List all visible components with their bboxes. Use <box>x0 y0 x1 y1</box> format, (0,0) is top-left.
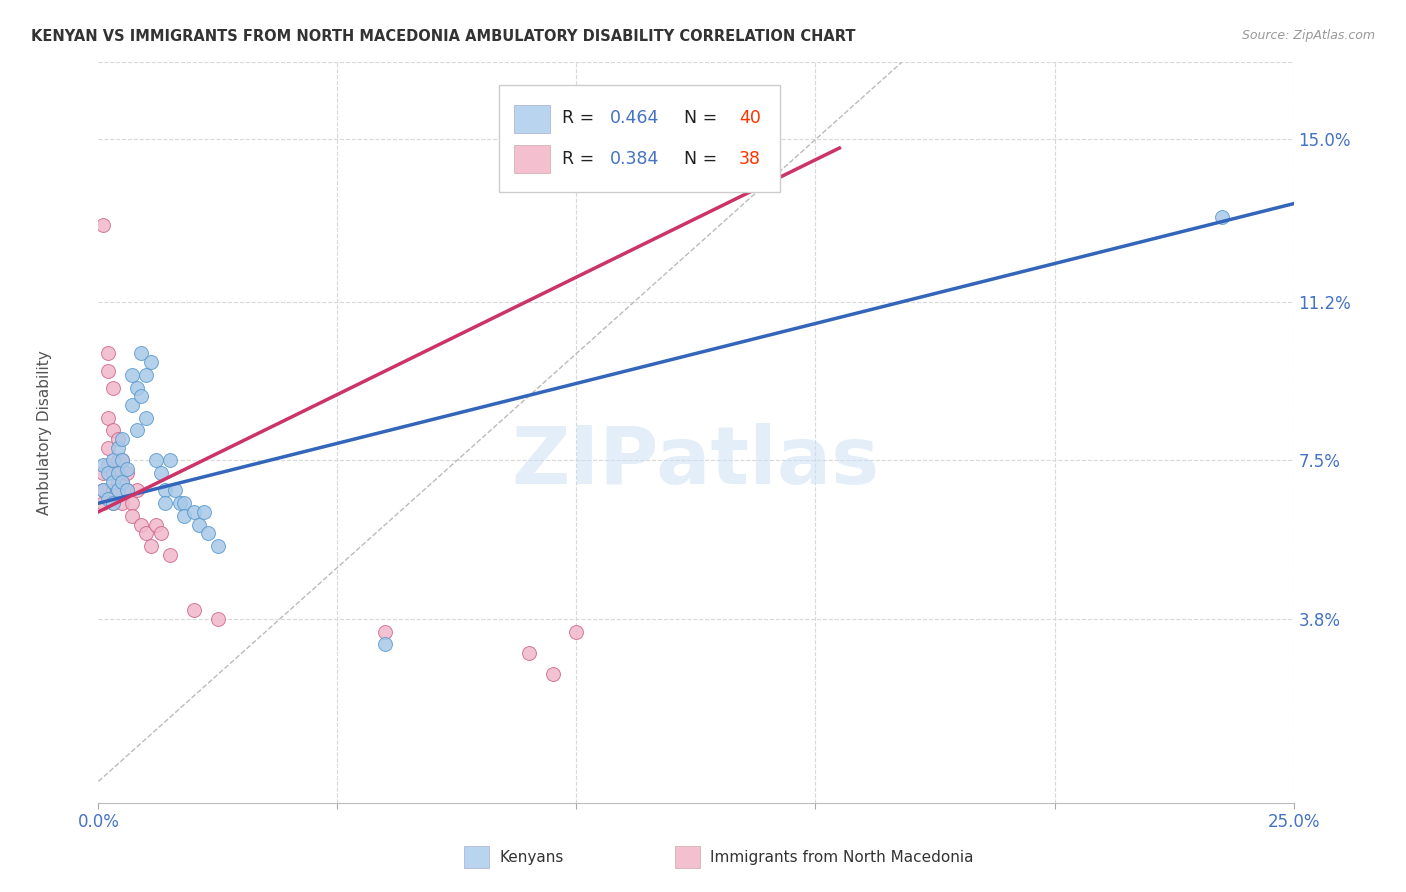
Point <box>111 453 134 467</box>
Point <box>101 496 124 510</box>
Point <box>107 441 129 455</box>
Text: KENYAN VS IMMIGRANTS FROM NORTH MACEDONIA AMBULATORY DISABILITY CORRELATION CHAR: KENYAN VS IMMIGRANTS FROM NORTH MACEDONI… <box>31 29 855 44</box>
Point <box>173 509 195 524</box>
Point <box>101 453 124 467</box>
Point <box>155 496 177 510</box>
Point <box>91 483 114 498</box>
Point <box>97 467 120 481</box>
Point <box>135 526 157 541</box>
Point <box>111 432 134 446</box>
Point <box>1211 210 1233 224</box>
Text: Kenyans: Kenyans <box>499 850 564 864</box>
Point <box>125 424 148 438</box>
Point <box>91 458 114 472</box>
Point <box>111 475 134 489</box>
Point <box>101 496 124 510</box>
Point <box>107 467 129 481</box>
Point <box>193 505 215 519</box>
Point <box>111 475 134 489</box>
Point <box>97 441 120 455</box>
Point <box>91 483 114 498</box>
Text: N =: N = <box>673 109 723 127</box>
Point <box>101 424 124 438</box>
Point <box>517 646 540 660</box>
Point <box>107 483 129 498</box>
Text: Source: ZipAtlas.com: Source: ZipAtlas.com <box>1241 29 1375 42</box>
Point <box>139 355 162 369</box>
Point <box>131 389 153 403</box>
Point <box>374 637 396 651</box>
Point <box>111 453 134 467</box>
Text: R =: R = <box>562 109 600 127</box>
Point <box>115 467 138 481</box>
Point <box>207 612 229 626</box>
Text: Ambulatory Disability: Ambulatory Disability <box>37 351 52 515</box>
Point <box>135 368 157 382</box>
Point <box>173 496 195 510</box>
Point <box>145 517 167 532</box>
Point <box>125 483 148 498</box>
Point <box>91 218 114 232</box>
Point <box>149 526 172 541</box>
Point <box>183 505 205 519</box>
Point <box>159 548 181 562</box>
Point <box>149 467 172 481</box>
Point <box>107 432 129 446</box>
Text: Immigrants from North Macedonia: Immigrants from North Macedonia <box>710 850 973 864</box>
FancyBboxPatch shape <box>515 104 550 133</box>
Point <box>565 624 588 639</box>
Point <box>135 410 157 425</box>
Point <box>97 458 120 472</box>
Point <box>115 462 138 476</box>
Point <box>101 381 124 395</box>
Point <box>97 346 120 360</box>
FancyBboxPatch shape <box>499 85 780 192</box>
Point <box>111 496 134 510</box>
Point <box>183 603 205 617</box>
Point <box>197 526 219 541</box>
Text: R =: R = <box>562 150 600 168</box>
Point <box>107 483 129 498</box>
Point <box>101 467 124 481</box>
Point <box>374 624 396 639</box>
Point <box>169 496 191 510</box>
Point <box>131 346 153 360</box>
Point <box>131 517 153 532</box>
Point <box>101 483 124 498</box>
Point <box>121 398 143 412</box>
Text: N =: N = <box>673 150 723 168</box>
Point <box>163 483 186 498</box>
Point <box>91 496 114 510</box>
Point <box>115 483 138 498</box>
Point <box>121 509 143 524</box>
Point <box>121 368 143 382</box>
Point <box>207 539 229 553</box>
Text: 38: 38 <box>740 150 761 168</box>
Text: 0.464: 0.464 <box>610 109 659 127</box>
Text: ZIPatlas: ZIPatlas <box>512 423 880 501</box>
FancyBboxPatch shape <box>515 145 550 173</box>
Point <box>159 453 181 467</box>
Point <box>97 410 120 425</box>
Point <box>121 496 143 510</box>
Point <box>145 453 167 467</box>
Point <box>97 363 120 377</box>
Point <box>115 483 138 498</box>
Point <box>541 667 564 681</box>
Point <box>91 467 114 481</box>
Point <box>97 491 120 506</box>
Point <box>101 475 124 489</box>
Point <box>125 381 148 395</box>
Point <box>107 475 129 489</box>
Text: 40: 40 <box>740 109 761 127</box>
Point <box>155 483 177 498</box>
Point <box>107 453 129 467</box>
Point <box>139 539 162 553</box>
Text: 0.384: 0.384 <box>610 150 659 168</box>
Point <box>187 517 209 532</box>
